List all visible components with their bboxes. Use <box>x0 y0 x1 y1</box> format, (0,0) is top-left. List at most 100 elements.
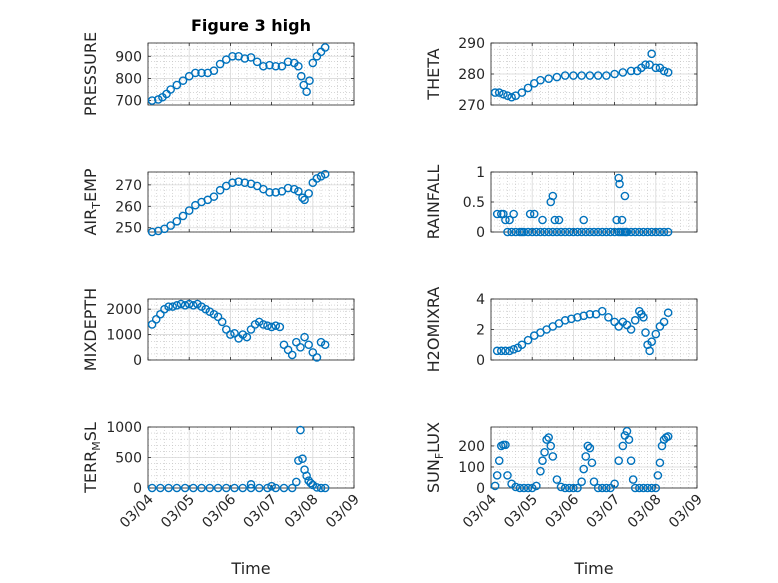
y-axis-label-text: H2OMIXRA <box>424 287 443 373</box>
data-point <box>569 483 578 493</box>
data-point <box>503 91 512 100</box>
data-point <box>304 189 313 198</box>
data-point <box>263 321 272 330</box>
data-point <box>647 483 656 493</box>
data-point <box>523 83 533 93</box>
data-point <box>316 171 326 181</box>
data-point <box>305 76 314 85</box>
data-point <box>275 322 285 332</box>
data-point <box>217 317 227 327</box>
data-point <box>172 216 182 226</box>
data-point <box>655 458 665 468</box>
y-axis-label-text: SL <box>81 422 100 441</box>
data-point <box>209 192 219 201</box>
data-point <box>614 456 624 465</box>
data-point <box>271 188 281 197</box>
data-point <box>492 346 502 356</box>
data-point <box>507 227 516 237</box>
data-point <box>639 227 648 237</box>
data-point <box>156 309 165 319</box>
data-point <box>624 435 634 444</box>
data-point <box>240 54 250 63</box>
data-point <box>523 335 533 345</box>
data-point <box>620 191 630 201</box>
data-point <box>298 454 307 464</box>
data-point <box>617 215 627 225</box>
data-point <box>267 481 276 491</box>
data-point <box>221 325 231 334</box>
data-point <box>287 483 297 493</box>
data-point <box>501 346 510 356</box>
data-point <box>511 227 521 237</box>
data-point <box>240 178 250 188</box>
data-point <box>523 483 533 493</box>
x-tick-label: 03/08 <box>282 492 322 532</box>
data-point <box>238 483 248 493</box>
data-point <box>184 206 194 215</box>
data-point <box>178 211 188 221</box>
data-point <box>573 227 582 237</box>
data-point <box>230 483 239 493</box>
y-tick-label: 0 <box>476 353 485 369</box>
data-point <box>651 227 661 237</box>
data-point <box>507 92 516 102</box>
subplot-6: 0 2 4 H2OMIXRA <box>424 287 698 373</box>
data-point <box>630 227 640 237</box>
y-axis-label: PRESSURE <box>81 32 100 116</box>
data-point <box>615 179 624 189</box>
data-point <box>153 95 163 104</box>
data-point <box>147 96 157 105</box>
data-point <box>265 188 274 197</box>
data-point <box>263 483 272 493</box>
data-point <box>589 477 599 486</box>
data-point <box>577 71 586 80</box>
y-tick-label: 280 <box>458 67 485 83</box>
data-point <box>306 478 316 488</box>
y-tick-label: 0 <box>133 353 142 369</box>
data-point <box>164 302 173 311</box>
data-point <box>176 299 186 309</box>
data-point <box>579 215 589 225</box>
data-point <box>529 209 539 219</box>
data-point <box>320 483 330 493</box>
data-point <box>228 51 237 61</box>
data-point <box>597 227 607 237</box>
data-point <box>548 227 558 237</box>
data-point <box>259 320 268 329</box>
data-point <box>630 316 640 325</box>
data-point <box>505 346 514 356</box>
data-point <box>294 456 303 465</box>
data-point <box>178 76 188 85</box>
data-point <box>597 483 607 493</box>
data-point <box>279 340 289 350</box>
data-point <box>532 227 541 237</box>
data-point <box>147 227 157 237</box>
y-tick-label: 290 <box>458 36 485 52</box>
data-point <box>254 483 264 493</box>
data-point <box>606 227 615 237</box>
data-point <box>312 174 322 183</box>
data-point <box>527 227 537 237</box>
data-point <box>663 68 673 77</box>
data-point <box>267 322 276 332</box>
y-tick-label: 1 <box>476 165 485 181</box>
y-tick-label: 270 <box>458 98 485 114</box>
subplot-5: 0 1000 2000 MIXDEPTH <box>81 288 355 371</box>
subplot-8: 03/04 03/05 03/06 03/07 03/08 03/09 0 100 200 SUN… <box>424 422 706 531</box>
data-point <box>292 337 301 347</box>
data-point <box>271 61 281 71</box>
data-point <box>663 227 673 237</box>
subplot-7: 03/04 03/05 03/06 03/07 03/08 03/0905001000TE… <box>81 420 363 531</box>
data-point <box>536 227 545 237</box>
y-tick-label: 270 <box>115 178 142 194</box>
data-point <box>246 483 256 493</box>
data-point <box>490 88 500 97</box>
data-point <box>639 312 648 322</box>
data-point <box>647 49 656 59</box>
data-point <box>151 315 161 324</box>
y-axis-label-text: SUN <box>424 459 443 493</box>
subplot-4: 0 0.5 1 RAINFALL <box>424 165 698 241</box>
data-point <box>587 458 597 468</box>
data-point <box>209 66 219 75</box>
